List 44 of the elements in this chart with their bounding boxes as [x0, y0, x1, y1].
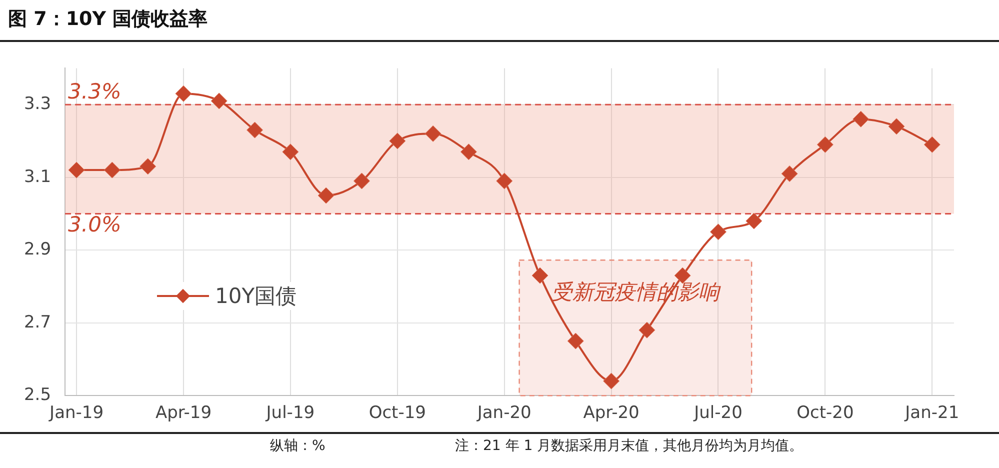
- x-tick-label: Jan-19: [48, 403, 104, 424]
- y-tick-label: 2.7: [24, 312, 52, 332]
- point: [175, 85, 192, 102]
- x-tick-label: Oct-20: [796, 403, 854, 424]
- point: [924, 136, 940, 153]
- point: [496, 172, 513, 190]
- point: [140, 158, 156, 175]
- chart-title: 图 7：10Y 国债收益率: [8, 7, 208, 32]
- point: [603, 372, 620, 390]
- x-tick-label: Jan-20: [476, 403, 532, 424]
- text: 注：21 年 1 月数据采用月末值，其他月份均为月均值。: [455, 437, 804, 455]
- x-tick-label: Apr-20: [583, 403, 640, 424]
- point: [710, 224, 726, 240]
- x-tick-label: Apr-19: [155, 403, 212, 424]
- legend-label: 10Y国债: [215, 283, 297, 310]
- point: [638, 322, 656, 338]
- ref-line-label: 3.0%: [68, 212, 122, 237]
- point: [353, 172, 370, 190]
- point: [68, 162, 85, 178]
- point: [852, 110, 870, 128]
- point: [246, 122, 264, 138]
- x-tick-label: Jan-21: [904, 403, 960, 424]
- y-tick-label: 2.5: [24, 385, 52, 406]
- x-tick-label: Jul-20: [693, 403, 742, 424]
- point: [532, 267, 548, 284]
- point: [888, 118, 905, 135]
- point: [389, 132, 406, 150]
- y-tick-label: 2.9: [24, 240, 52, 260]
- point: [104, 162, 120, 178]
- point: [282, 144, 299, 160]
- point: [210, 92, 228, 110]
- text: 纵轴：%: [270, 437, 326, 455]
- point: [318, 187, 334, 204]
- ref-line-label: 3.3%: [68, 80, 122, 104]
- y-tick-label: 3.1: [24, 166, 52, 187]
- point: [424, 125, 442, 142]
- point: [816, 136, 834, 153]
- y-tick-label: 3.3: [24, 94, 52, 114]
- point: [781, 165, 798, 182]
- x-tick-label: Jul-19: [265, 403, 315, 424]
- x-tick-label: Oct-19: [368, 403, 426, 424]
- point: [567, 332, 584, 350]
- point: [746, 212, 762, 230]
- point: [460, 144, 477, 160]
